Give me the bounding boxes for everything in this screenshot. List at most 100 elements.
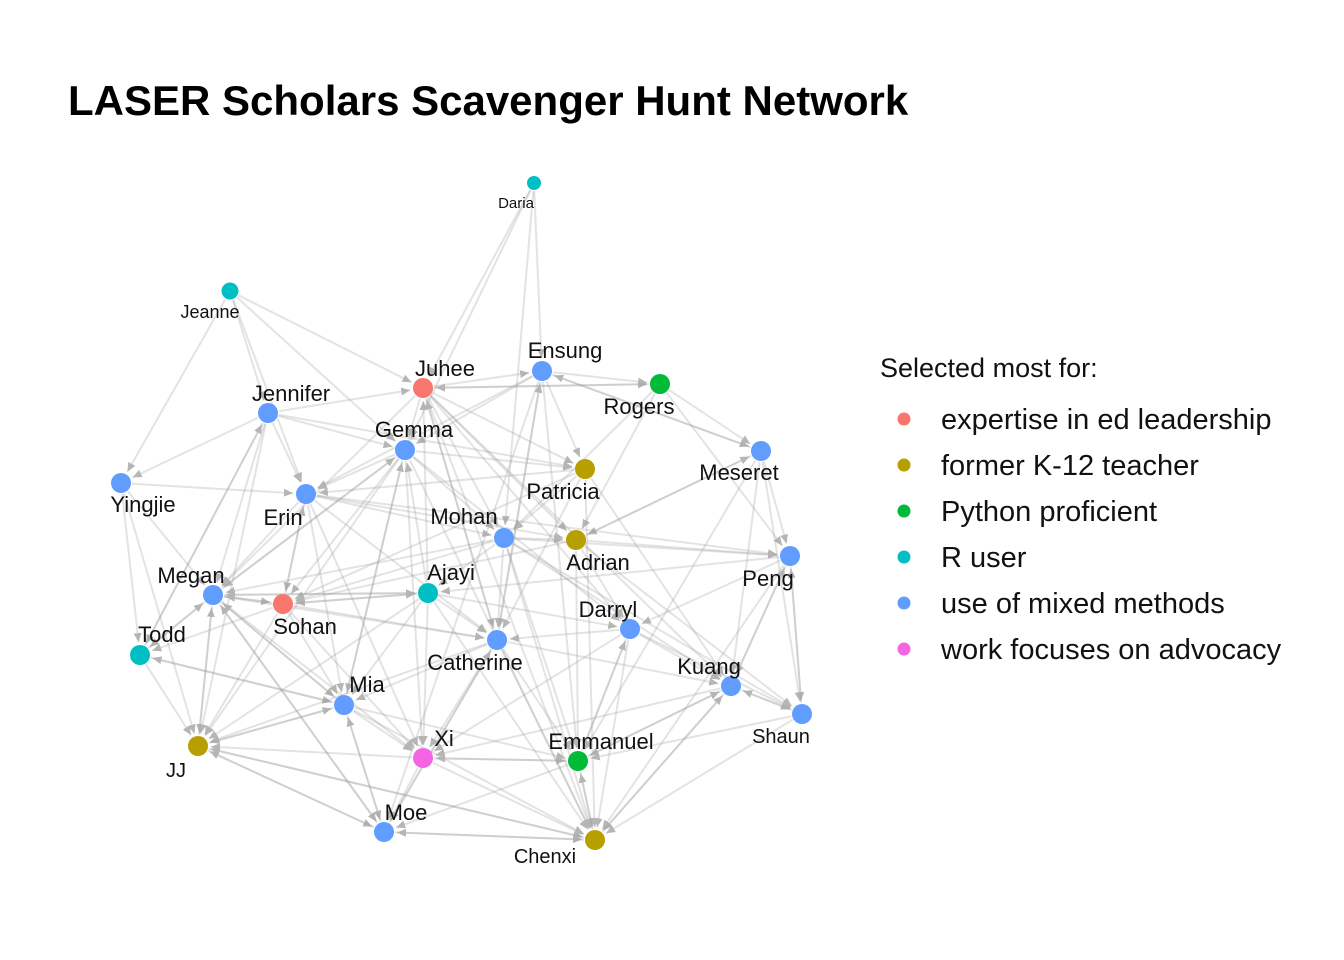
edge-juhee-to-catherine: [425, 398, 495, 628]
edge-patricia-to-catherine: [502, 478, 581, 629]
edge-darryl-to-kuang: [639, 633, 721, 681]
edge-ajayi-to-juhee: [419, 400, 429, 583]
legend-label-mixed: use of mixed methods: [941, 588, 1225, 620]
edge-peng-to-darryl: [641, 559, 781, 625]
edge-mohan-to-catherine: [494, 548, 505, 628]
node-darryl: [620, 619, 640, 639]
edge-kuang-to-xi: [435, 687, 721, 757]
edge-mohan-to-sohan: [295, 540, 494, 602]
edge-catherine-to-xi: [429, 648, 493, 748]
edge-chenxi-to-kuang: [601, 695, 724, 833]
edge-jj-to-megan: [198, 607, 215, 736]
edge-patricia-to-kuang: [590, 477, 725, 676]
edge-megan-to-mia: [220, 601, 335, 698]
edge-catherine-to-kuang: [507, 641, 719, 686]
node-label-xi: Xi: [434, 726, 454, 751]
edge-patricia-to-mohan: [513, 475, 578, 531]
node-jj: [188, 736, 208, 756]
nodes-layer: [111, 176, 812, 850]
node-emmanuel: [568, 751, 588, 771]
edge-ajayi-to-sohan: [295, 592, 418, 607]
edge-todd-to-megan: [147, 602, 204, 649]
edge-darryl-to-catherine: [509, 628, 620, 643]
edge-mia-to-megan: [222, 602, 337, 699]
edge-moe-to-catherine: [388, 650, 492, 824]
edge-shaun-to-peng: [787, 568, 803, 704]
node-label-adrian: Adrian: [566, 550, 630, 575]
edge-gemma-to-xi: [404, 460, 426, 746]
node-shaun: [792, 704, 812, 724]
edge-jennifer-to-juhee: [278, 387, 411, 413]
edge-emmanuel-to-xi: [435, 754, 568, 763]
edge-jj-to-mia: [208, 707, 332, 744]
node-sohan: [273, 594, 293, 614]
edge-megan-to-xi: [221, 600, 414, 751]
node-rogers: [650, 374, 670, 394]
legend-label-advocacy: work focuses on advocacy: [940, 634, 1282, 666]
edge-erin-to-adrian: [316, 494, 564, 541]
node-label-daria: Daria: [498, 195, 535, 212]
node-adrian: [566, 530, 586, 550]
edge-jj-to-moe: [207, 749, 373, 828]
edge-mohan-to-emmanuel: [506, 548, 575, 750]
edge-megan-to-moe: [218, 603, 378, 823]
edge-ajayi-to-darryl: [438, 593, 618, 630]
edge-adrian-to-meseret: [585, 455, 750, 537]
edge-gemma-to-erin: [317, 453, 396, 490]
edge-darryl-to-shaun: [639, 633, 791, 710]
node-ensung: [532, 361, 552, 381]
edge-gemma-to-darryl: [412, 456, 621, 622]
node-label-rogers: Rogers: [604, 394, 675, 419]
edge-mia-to-moe: [346, 715, 382, 820]
edge-juhee-to-adrian: [430, 395, 568, 532]
node-chenxi: [585, 830, 605, 850]
legend-key-mixed: [897, 596, 911, 610]
edge-jeanne-to-juhee: [238, 294, 412, 384]
legend-key-k12: [897, 458, 911, 472]
edge-sohan-to-jj: [203, 612, 279, 736]
edge-ensung-to-meseret: [551, 373, 750, 448]
node-label-gemma: Gemma: [375, 417, 454, 442]
edge-juhee-to-darryl: [429, 395, 623, 620]
node-label-ensung: Ensung: [528, 338, 603, 363]
node-peng: [780, 546, 800, 566]
edge-sohan-to-xi: [289, 611, 416, 750]
labels-layer: Daria Jeanne Juhee Ensung Rogers Jennifer Gemm…: [110, 195, 810, 868]
node-label-ajayi: Ajayi: [427, 560, 475, 585]
edge-erin-to-xi: [309, 503, 419, 747]
edge-jennifer-to-jj: [198, 423, 267, 734]
legend-key-r: [897, 550, 911, 564]
edge-catherine-to-chenxi: [500, 649, 591, 829]
node-daria: [527, 176, 541, 190]
edge-daria-to-ensung: [533, 190, 546, 359]
edge-mia-to-emmanuel: [354, 706, 566, 760]
edge-todd-to-jennifer: [144, 424, 263, 646]
edge-darryl-to-emmanuel: [581, 638, 627, 750]
node-todd: [130, 645, 150, 665]
legend-title: Selected most for:: [880, 353, 1098, 383]
node-gemma: [395, 440, 415, 460]
legend-key-advocacy: [897, 642, 911, 656]
node-patricia: [575, 459, 595, 479]
edge-meseret-to-shaun: [761, 461, 803, 702]
node-erin: [296, 484, 316, 504]
node-label-jennifer: Jennifer: [252, 381, 330, 406]
edge-xi-to-moe: [389, 767, 419, 821]
edge-yingjie-to-erin: [131, 482, 294, 497]
legend-label-python: Python proficient: [941, 496, 1157, 528]
edge-ensung-to-emmanuel: [542, 381, 580, 749]
node-meseret: [751, 441, 771, 461]
node-label-peng: Peng: [742, 566, 793, 591]
edge-xi-to-emmanuel: [433, 756, 566, 765]
edge-moe-to-chenxi: [394, 831, 583, 844]
edge-adrian-to-peng: [586, 539, 778, 559]
legend-label-k12: former K-12 teacher: [941, 450, 1199, 482]
edge-jennifer-to-erin: [271, 422, 302, 483]
edge-rogers-to-peng: [665, 392, 783, 547]
edge-mohan-to-megan: [225, 539, 494, 595]
edge-patricia-to-chenxi: [584, 479, 599, 828]
edge-mohan-to-peng: [514, 537, 778, 559]
node-label-mohan: Mohan: [430, 504, 497, 529]
edge-sohan-to-catherine: [293, 604, 485, 641]
